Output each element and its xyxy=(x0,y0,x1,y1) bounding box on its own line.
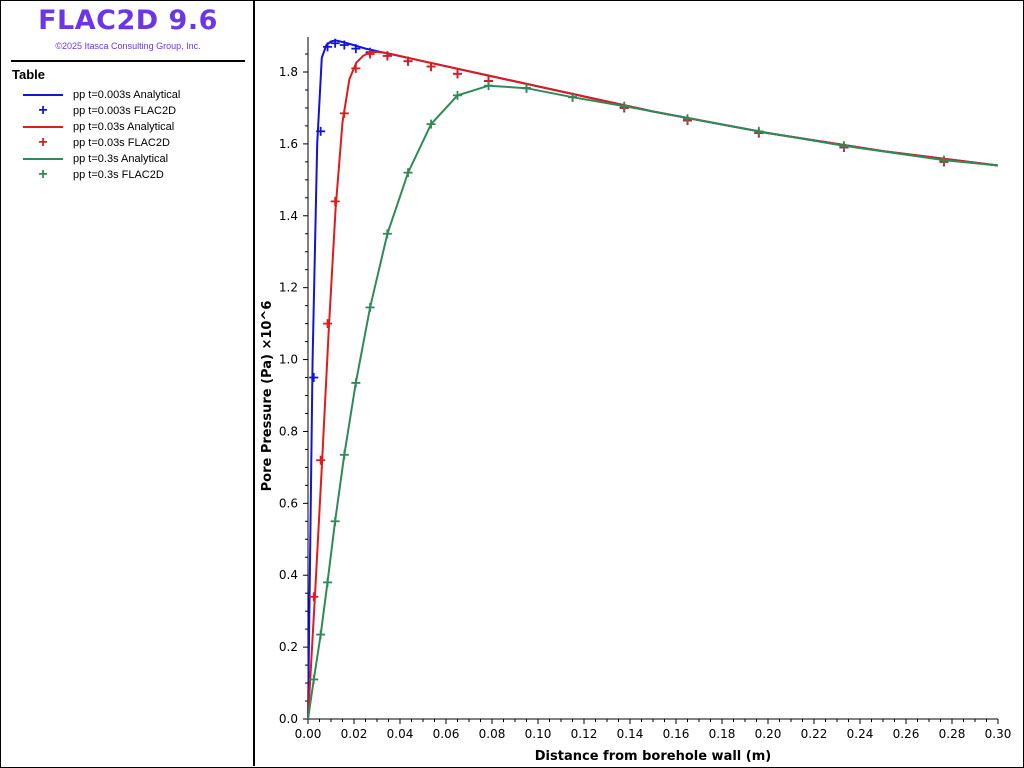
x-tick-label: 0.14 xyxy=(617,727,644,741)
legend-list: pp t=0.003s Analytical + pp t=0.003s FLA… xyxy=(19,87,249,183)
plus-marker xyxy=(309,373,319,383)
legend-label: pp t=0.03s FLAC2D xyxy=(73,137,170,149)
plus-marker xyxy=(309,674,319,684)
y-tick-label: 1.2 xyxy=(279,281,298,295)
series-line xyxy=(307,84,999,720)
app-title: FLAC2D 9.6 xyxy=(38,5,218,36)
legend-item: + pp t=0.003s FLAC2D xyxy=(19,103,249,119)
legend-item: pp t=0.3s Analytical xyxy=(19,151,249,167)
plus-marker xyxy=(351,44,361,54)
plus-marker xyxy=(426,119,436,129)
plus-marker xyxy=(330,196,340,206)
plus-marker xyxy=(316,455,326,465)
plus-marker xyxy=(683,114,692,124)
legend-label: pp t=0.3s Analytical xyxy=(73,153,169,165)
legend-line-icon xyxy=(19,87,67,103)
y-tick-label: 0.0 xyxy=(279,712,298,726)
x-tick-label: 0.12 xyxy=(571,727,598,741)
y-tick-label: 0.8 xyxy=(279,424,298,438)
plus-marker xyxy=(339,450,349,460)
y-tick-label: 1.4 xyxy=(279,209,298,223)
x-tick-label: 0.30 xyxy=(985,727,1012,741)
x-tick-label: 0.00 xyxy=(295,727,322,741)
series-line xyxy=(307,39,999,720)
marker-series xyxy=(309,38,949,383)
chart-series xyxy=(307,38,999,720)
plus-marker xyxy=(426,62,436,72)
plus-marker xyxy=(754,126,764,136)
x-tick-label: 0.18 xyxy=(709,727,736,741)
legend-title: Table xyxy=(12,67,45,82)
x-tick-label: 0.02 xyxy=(341,727,368,741)
x-tick-label: 0.10 xyxy=(525,727,552,741)
plus-marker xyxy=(453,90,462,100)
plus-marker xyxy=(330,516,340,526)
series-line xyxy=(307,50,999,720)
plus-marker xyxy=(323,577,333,587)
plus-marker xyxy=(339,108,349,118)
plus-marker xyxy=(619,101,629,111)
y-axis-label: Pore Pressure (Pa) ×10^6 xyxy=(260,301,275,492)
marker-series xyxy=(309,49,949,602)
x-tick-label: 0.26 xyxy=(893,727,920,741)
chart-axes: 0.00 0.02 0.04 0.06 0.08 0.10 0.12 0.14 0.16 0.18… xyxy=(279,37,1011,741)
legend-line-icon xyxy=(19,151,67,167)
x-tick-label: 0.24 xyxy=(847,727,874,741)
x-tick-label: 0.06 xyxy=(433,727,460,741)
legend-line-icon xyxy=(19,119,67,135)
y-tick-label: 0.4 xyxy=(279,568,298,582)
marker-series xyxy=(309,81,949,684)
copyright-text: ©2025 Itasca Consulting Group, Inc. xyxy=(55,41,201,51)
legend-label: pp t=0.003s FLAC2D xyxy=(73,105,177,117)
plus-marker xyxy=(522,83,531,93)
x-axis-label: Distance from borehole wall (m) xyxy=(535,749,771,764)
x-tick-label: 0.20 xyxy=(755,727,782,741)
plus-marker xyxy=(351,378,361,388)
plus-marker xyxy=(351,63,361,73)
plus-marker xyxy=(839,141,849,151)
y-tick-label: 1.0 xyxy=(279,353,298,367)
plus-marker xyxy=(403,168,413,178)
y-tick-label: 1.6 xyxy=(279,137,298,151)
x-tick-label: 0.04 xyxy=(387,727,414,741)
legend-plus-marker-icon: + xyxy=(38,134,48,151)
y-tick-label: 1.8 xyxy=(279,65,298,79)
x-tick-label: 0.22 xyxy=(801,727,828,741)
plus-marker xyxy=(309,592,319,602)
plus-marker xyxy=(316,126,326,136)
plus-marker xyxy=(330,38,340,48)
title-divider xyxy=(11,60,245,62)
y-tick-label: 0.6 xyxy=(279,496,298,510)
plus-marker xyxy=(403,56,413,66)
plus-marker xyxy=(382,51,392,61)
legend-panel: FLAC2D 9.6 ©2025 Itasca Consulting Group… xyxy=(1,1,255,766)
legend-item: pp t=0.003s Analytical xyxy=(19,87,249,103)
x-tick-label: 0.16 xyxy=(663,727,690,741)
plus-marker xyxy=(323,42,333,52)
plus-marker xyxy=(365,49,375,59)
plus-marker xyxy=(453,69,462,79)
x-tick-label: 0.08 xyxy=(479,727,506,741)
legend-item: + pp t=0.3s FLAC2D xyxy=(19,167,249,183)
plus-marker xyxy=(323,319,333,329)
legend-item: + pp t=0.03s FLAC2D xyxy=(19,135,249,151)
plus-marker xyxy=(939,155,949,165)
plus-marker xyxy=(484,81,494,91)
legend-label: pp t=0.003s Analytical xyxy=(73,89,181,101)
legend-item: pp t=0.03s Analytical xyxy=(19,119,249,135)
legend-plus-marker-icon: + xyxy=(38,166,48,183)
pore-pressure-chart: 0.00 0.02 0.04 0.06 0.08 0.10 0.12 0.14 0.16 0.18… xyxy=(260,37,1011,764)
plus-marker xyxy=(339,40,349,50)
y-tick-label: 0.2 xyxy=(279,640,298,654)
x-tick-label: 0.28 xyxy=(939,727,966,741)
plus-marker xyxy=(568,92,577,102)
plus-marker xyxy=(382,229,392,239)
legend-label: pp t=0.3s FLAC2D xyxy=(73,169,164,181)
plus-marker xyxy=(365,302,375,312)
plus-marker xyxy=(316,630,326,640)
legend-plus-marker-icon: + xyxy=(38,102,48,119)
legend-label: pp t=0.03s Analytical xyxy=(73,121,175,133)
